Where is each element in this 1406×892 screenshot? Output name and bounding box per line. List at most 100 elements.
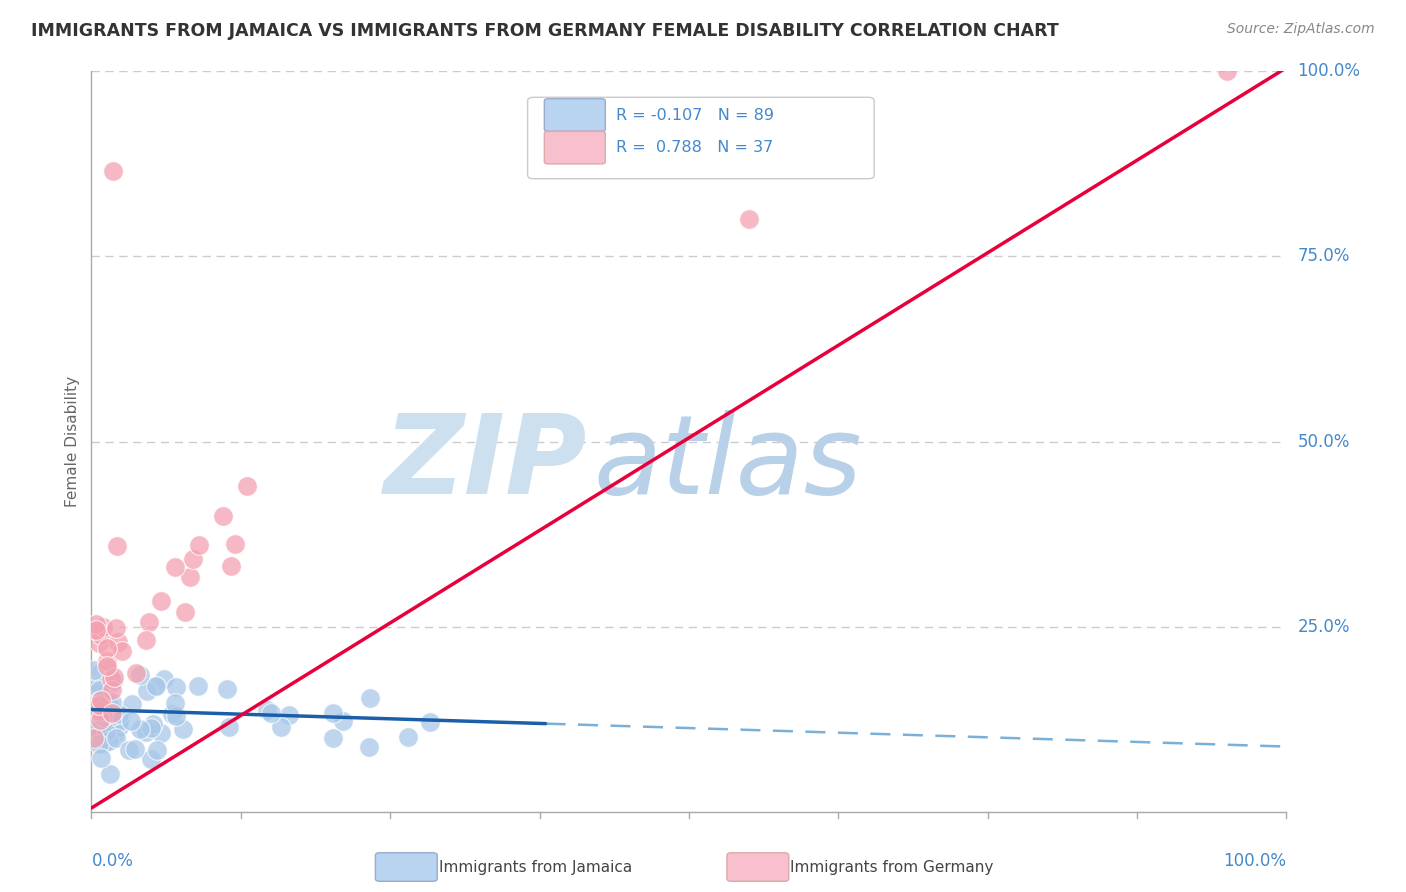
- Point: [89, 705, 111, 719]
- Point: [165, 709, 187, 723]
- Point: [108, 707, 131, 722]
- FancyBboxPatch shape: [527, 97, 875, 178]
- Point: [183, 552, 205, 566]
- Point: [90, 736, 112, 750]
- Point: [97, 697, 120, 711]
- Point: [322, 706, 344, 720]
- FancyBboxPatch shape: [544, 131, 605, 164]
- Point: [91, 719, 114, 733]
- Point: [211, 508, 233, 523]
- Text: Immigrants from Germany: Immigrants from Germany: [790, 860, 994, 874]
- Point: [96, 721, 118, 735]
- Point: [90, 693, 112, 707]
- Point: [89, 737, 111, 751]
- Point: [118, 743, 141, 757]
- Text: R =  0.788   N = 37: R = 0.788 N = 37: [616, 140, 773, 155]
- Point: [87, 636, 110, 650]
- Point: [145, 679, 167, 693]
- Point: [322, 731, 344, 746]
- Text: ZIP: ZIP: [384, 410, 588, 517]
- Point: [96, 654, 118, 668]
- Point: [107, 634, 129, 648]
- Point: [396, 731, 419, 745]
- Point: [104, 725, 127, 739]
- Point: [120, 714, 142, 728]
- Point: [93, 714, 115, 729]
- Point: [86, 687, 108, 701]
- Text: Immigrants from Jamaica: Immigrants from Jamaica: [439, 860, 631, 874]
- Point: [97, 707, 120, 722]
- FancyBboxPatch shape: [544, 99, 605, 131]
- Text: 0.0%: 0.0%: [91, 853, 134, 871]
- Point: [111, 643, 134, 657]
- Point: [128, 668, 150, 682]
- Point: [145, 743, 167, 757]
- Point: [165, 680, 187, 694]
- Point: [94, 701, 117, 715]
- Point: [82, 696, 104, 710]
- Point: [163, 560, 186, 574]
- Point: [135, 632, 157, 647]
- Point: [179, 570, 201, 584]
- Point: [90, 750, 112, 764]
- Point: [87, 704, 110, 718]
- Point: [108, 714, 131, 729]
- Point: [101, 706, 124, 721]
- Point: [149, 594, 172, 608]
- Point: [84, 624, 107, 638]
- Point: [89, 706, 111, 721]
- Point: [278, 708, 301, 723]
- Point: [84, 722, 107, 736]
- Point: [93, 711, 115, 725]
- Point: [235, 479, 259, 493]
- Point: [82, 699, 104, 714]
- Point: [87, 698, 110, 713]
- Text: R = -0.107   N = 89: R = -0.107 N = 89: [616, 108, 775, 122]
- Point: [187, 679, 209, 693]
- Point: [96, 641, 118, 656]
- Point: [105, 714, 128, 728]
- Point: [124, 741, 146, 756]
- Point: [174, 605, 197, 619]
- Point: [105, 731, 128, 746]
- Point: [96, 658, 118, 673]
- Point: [100, 701, 122, 715]
- Point: [359, 690, 381, 705]
- Point: [141, 751, 163, 765]
- Point: [145, 679, 167, 693]
- Point: [149, 726, 172, 740]
- Point: [1215, 64, 1237, 78]
- Point: [103, 670, 125, 684]
- Point: [139, 721, 162, 735]
- Point: [256, 703, 278, 717]
- Point: [94, 725, 117, 739]
- Point: [737, 212, 759, 227]
- Point: [136, 684, 159, 698]
- Point: [93, 710, 115, 724]
- Point: [101, 674, 124, 689]
- Point: [101, 164, 124, 178]
- Point: [419, 714, 441, 729]
- Point: [105, 621, 128, 635]
- Point: [84, 721, 107, 735]
- Point: [101, 711, 124, 725]
- Point: [93, 692, 115, 706]
- Point: [90, 628, 112, 642]
- Point: [138, 615, 160, 629]
- Point: [153, 672, 176, 686]
- Point: [135, 725, 157, 739]
- Point: [224, 537, 246, 551]
- Point: [108, 720, 131, 734]
- Text: 25.0%: 25.0%: [1298, 617, 1350, 636]
- Point: [357, 739, 380, 754]
- Point: [100, 709, 122, 723]
- Point: [87, 682, 110, 697]
- Text: 50.0%: 50.0%: [1298, 433, 1350, 450]
- Point: [91, 697, 114, 711]
- Text: 100.0%: 100.0%: [1298, 62, 1361, 80]
- Point: [89, 665, 111, 680]
- Point: [86, 720, 108, 734]
- Point: [129, 722, 152, 736]
- Point: [82, 706, 104, 720]
- Point: [142, 716, 165, 731]
